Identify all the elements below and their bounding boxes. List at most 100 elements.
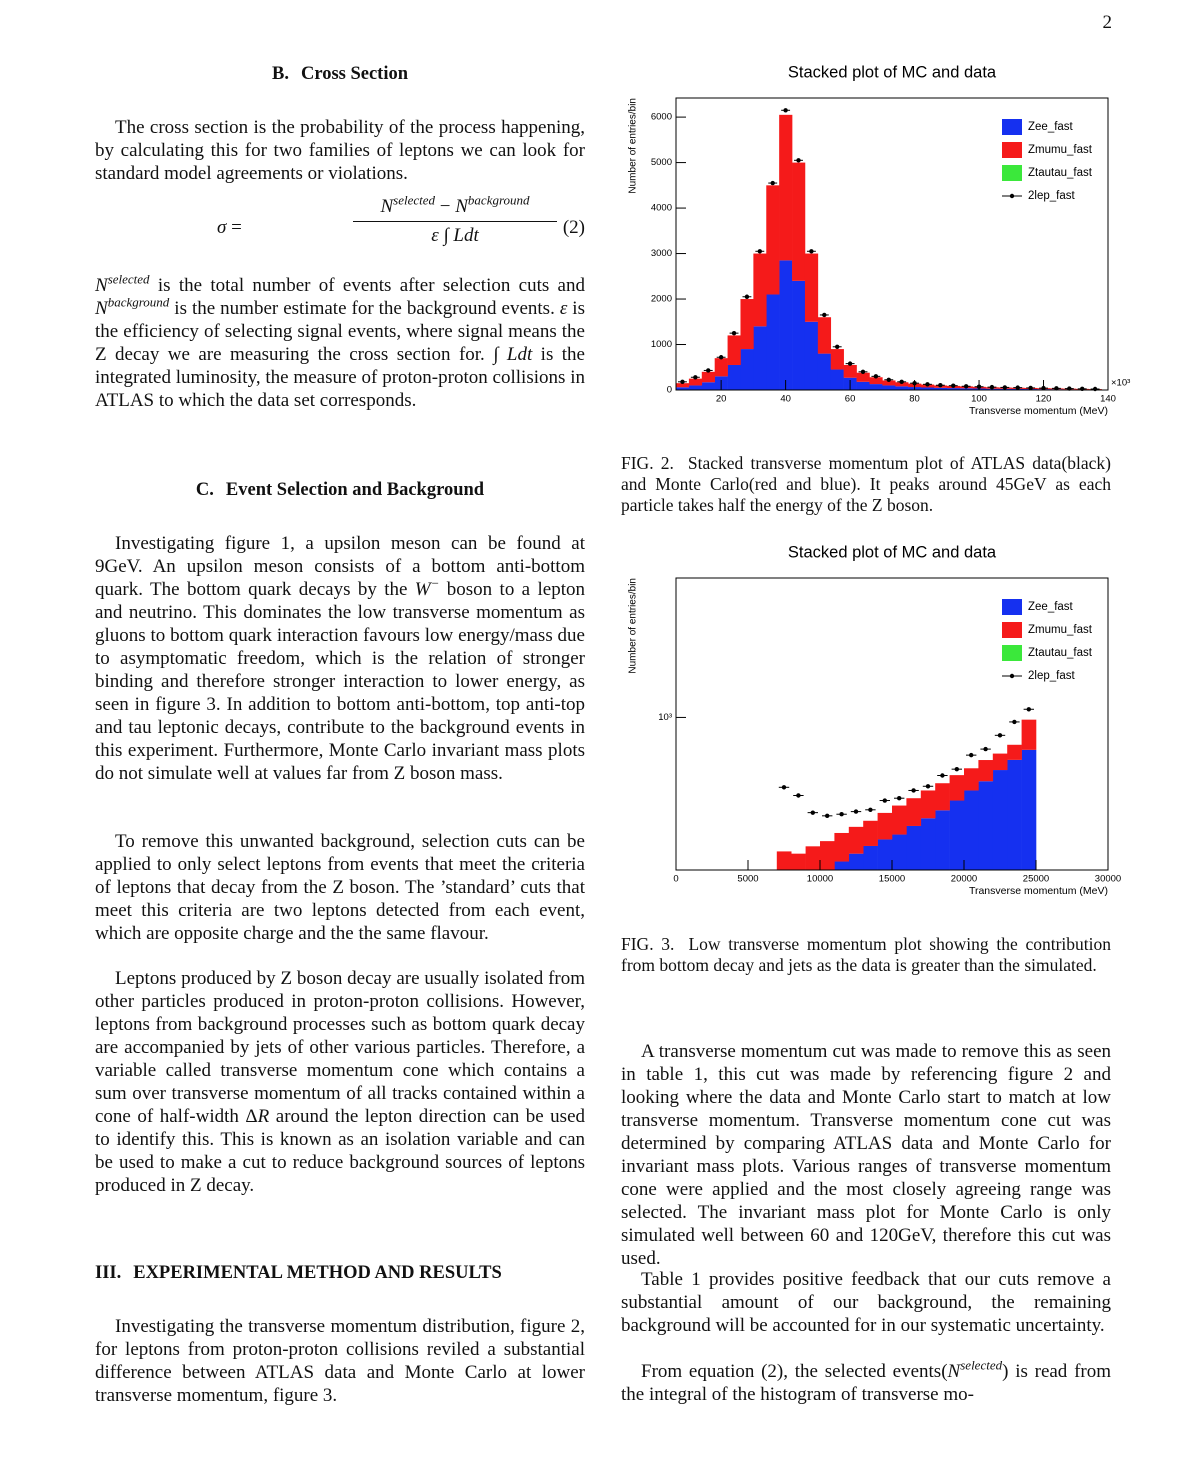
x-tick-label: 25000: [1023, 874, 1049, 885]
data-point: [810, 810, 815, 815]
text-run: Table 1 provides positive feedback that …: [621, 1269, 1111, 1336]
histogram-bar: [949, 800, 965, 870]
section-number: C.: [195, 480, 214, 500]
x-tick-label: 60: [845, 394, 856, 405]
data-point: [783, 108, 788, 113]
data-point: [1015, 385, 1020, 390]
data-point: [822, 312, 827, 318]
data-point: [706, 368, 711, 373]
histogram-bar: [978, 781, 994, 870]
text-run: boson to a lepton and neutrino. This dom…: [95, 579, 585, 784]
data-point: [963, 384, 969, 389]
paragraph: From equation (2), the selected events(N…: [621, 1357, 1111, 1406]
histogram-bar: [906, 798, 922, 826]
section-title: EXPERIMENTAL METHOD AND RESULTS: [133, 1263, 502, 1283]
section-number: B.: [271, 64, 289, 84]
histogram-bar: [727, 364, 741, 390]
text-run: N: [95, 275, 108, 296]
histogram-bar: [830, 349, 844, 370]
paragraph: Investigating the transverse momentum di…: [95, 1315, 585, 1407]
text-run: N: [455, 196, 468, 217]
histogram-bar: [906, 825, 922, 870]
data-point: [1026, 707, 1031, 712]
histogram-bar: [834, 861, 850, 870]
data-point: [781, 785, 787, 790]
paragraph: A transverse momentum cut was made to re…: [621, 1040, 1111, 1270]
text-run: selected: [960, 1357, 1003, 1373]
data-point: [834, 344, 840, 349]
histogram-bar: [935, 783, 950, 811]
legend-label: Ztautau_fast: [1028, 647, 1093, 659]
histogram-bar: [877, 839, 893, 870]
y-tick-label: 4000: [651, 203, 672, 214]
histogram-bar: [766, 294, 780, 390]
data-point: [868, 807, 873, 813]
legend-marker: [1009, 673, 1015, 679]
histogram-bar: [959, 388, 973, 390]
fraction: Nselected − Nbackground ε ∫ Ldt: [353, 192, 557, 247]
histogram-bar: [964, 768, 979, 791]
data-point: [1028, 385, 1033, 391]
legend-marker: [1009, 193, 1015, 199]
histogram-bar: [848, 853, 864, 870]
x-tick-label: 20000: [951, 874, 977, 885]
histogram-bar: [727, 335, 741, 365]
data-point: [983, 746, 988, 752]
data-point: [693, 375, 698, 380]
figure-chart: Stacked plot of MC and data Number of ent…: [628, 543, 1122, 897]
histogram-bar: [688, 378, 703, 386]
histogram-bar: [1021, 749, 1037, 870]
text-run: background: [467, 192, 530, 208]
y-tick-label: 10³: [658, 712, 672, 723]
histogram-bar: [714, 358, 728, 377]
histogram-bar: [779, 114, 793, 261]
histogram-bar: [701, 371, 715, 383]
text-run: background: [107, 294, 170, 310]
histogram-bar: [792, 162, 806, 281]
text-run: To remove this unwanted background, sele…: [95, 831, 585, 944]
legend-label: Zmumu_fast: [1028, 144, 1093, 156]
figure-label: FIG. 2.: [621, 453, 674, 473]
text-run: ε: [431, 225, 439, 246]
text-run: W: [414, 579, 431, 600]
section-title: Cross Section: [300, 64, 409, 84]
text-run: σ: [217, 217, 227, 238]
legend-label: Ztautau_fast: [1028, 167, 1093, 179]
data-point: [882, 798, 887, 803]
text-run: Investigating figure 1, a upsilon meson …: [95, 533, 585, 600]
histogram-bar: [753, 253, 767, 327]
text-run: selected: [107, 271, 150, 287]
histogram-bar: [740, 349, 754, 390]
histogram-bar: [779, 260, 793, 390]
data-point: [925, 382, 930, 387]
x-tick-label: 10000: [807, 874, 833, 885]
y-tick-label: 0: [667, 385, 672, 396]
page-number: 2: [1102, 12, 1113, 33]
histogram-bar: [946, 388, 961, 390]
histogram-bar: [892, 805, 907, 835]
text-run: ∫: [438, 225, 454, 246]
section-heading: C. Event Selection and Background: [95, 480, 585, 501]
chart-title: Stacked plot of MC and data: [788, 63, 997, 81]
histogram-bar: [882, 385, 896, 390]
histogram-bar: [843, 364, 857, 378]
x-tick-label: 40: [780, 394, 791, 405]
x-axis-label: Transverse momentum (MeV): [969, 405, 1108, 417]
plot-frame: [675, 97, 1109, 391]
data-point: [940, 773, 945, 778]
text-run: N: [947, 1361, 961, 1382]
data-point: [744, 294, 750, 299]
data-point: [911, 788, 916, 793]
data-point: [899, 379, 904, 385]
legend-swatch: [1002, 622, 1022, 638]
denominator: ε ∫ Ldt: [353, 222, 557, 247]
x-tick-label: 140: [1100, 394, 1116, 405]
histogram-bar: [992, 770, 1008, 870]
numerator: Nselected − Nbackground: [353, 192, 557, 222]
paragraph: Investigating figure 1, a upsilon meson …: [95, 532, 585, 785]
histogram-bar: [856, 372, 870, 382]
x-axis-label: Transverse momentum (MeV): [969, 885, 1108, 897]
histogram-bar: [892, 834, 907, 870]
y-tick-label: 1000: [651, 339, 672, 350]
